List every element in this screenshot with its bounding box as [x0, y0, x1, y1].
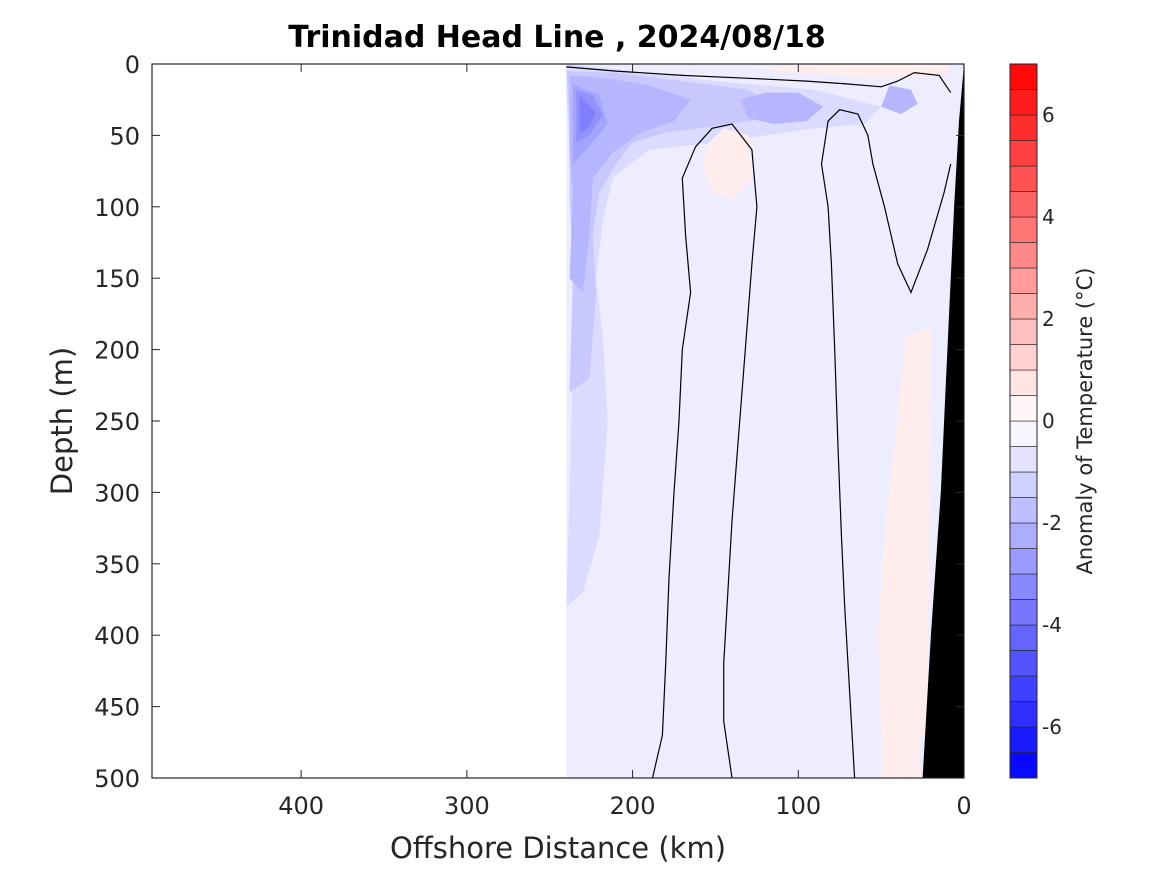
- x-axis-ticks: 400 300 200 100 0: [278, 64, 972, 820]
- y-axis-ticks: 0 50 100 150 200 250 300 350 400 450 500: [94, 51, 964, 793]
- x-axis-label: Offshore Distance (km): [390, 831, 726, 865]
- colorbar-bin: [1009, 599, 1038, 626]
- colorbar-bin: [1009, 114, 1038, 141]
- colorbar-bin: [1009, 548, 1038, 575]
- colorbar-bin: [1009, 675, 1038, 702]
- y-tick-label: 150: [94, 265, 140, 293]
- colorbar-tick-label: 0: [1042, 409, 1055, 433]
- plot-area: [566, 64, 964, 778]
- colorbar-bin: [1009, 165, 1038, 192]
- colorbar-bin: [1009, 395, 1038, 422]
- colorbar-bin: [1009, 216, 1038, 243]
- colorbar-bin: [1009, 344, 1038, 371]
- colorbar-bin: [1009, 471, 1038, 498]
- anomaly-region-11: [877, 328, 931, 736]
- bathymetry: [922, 64, 964, 778]
- colorbar-tick-label: 6: [1042, 103, 1055, 127]
- colorbar-tick-label: 2: [1042, 307, 1055, 331]
- y-tick-label: 200: [94, 337, 140, 365]
- anomaly-region-5: [881, 85, 918, 114]
- x-tick-label: 200: [610, 792, 656, 820]
- colorbar-bin: [1009, 242, 1038, 269]
- zero-contour-2: [820, 109, 952, 778]
- zero-contour-1: [651, 123, 758, 778]
- colorbar-bin: [1009, 191, 1038, 218]
- colorbar-bin: [1009, 140, 1038, 167]
- colorbar-bin: [1009, 752, 1038, 779]
- colorbar-bin: [1009, 726, 1038, 753]
- anomaly-region-9: [702, 128, 752, 200]
- x-tick-label: 400: [278, 792, 324, 820]
- anomaly-region-12: [881, 706, 921, 778]
- colorbar-tick-label: -6: [1042, 715, 1062, 739]
- anomaly-regions: [566, 64, 964, 778]
- colorbar-bin: [1009, 701, 1038, 728]
- zero-contour-0: [566, 66, 952, 93]
- y-axis-label: Depth (m): [45, 347, 79, 495]
- x-tick-label: 0: [956, 792, 971, 820]
- colorbar-tick-label: -4: [1042, 613, 1062, 637]
- colorbar-label: Anomaly of Temperature (°C): [1073, 268, 1097, 575]
- colorbar-bin: [1009, 497, 1038, 524]
- anomaly-region-4: [740, 92, 824, 124]
- y-tick-label: 400: [94, 622, 140, 650]
- colorbar-bin: [1009, 63, 1038, 90]
- y-tick-label: 350: [94, 551, 140, 579]
- anomaly-region-8: [579, 95, 597, 133]
- colorbar-bin: [1009, 573, 1038, 600]
- colorbar-bin: [1009, 293, 1038, 320]
- x-tick-label: 300: [444, 792, 490, 820]
- colorbar-bin: [1009, 522, 1038, 549]
- chart-title: Trinidad Head Line , 2024/08/18: [288, 20, 825, 55]
- colorbar-tick-label: -2: [1042, 511, 1062, 535]
- colorbar-bin: [1009, 446, 1038, 473]
- anomaly-region-0: [566, 64, 964, 778]
- y-tick-label: 300: [94, 479, 140, 507]
- zero-contours: [566, 66, 952, 778]
- colorbar-bin: [1009, 624, 1038, 651]
- colorbar-frame: [1009, 63, 1038, 779]
- y-tick-label: 250: [94, 408, 140, 436]
- y-tick-label: 500: [94, 765, 140, 793]
- y-tick-label: 50: [109, 122, 140, 150]
- colorbar-bin: [1009, 89, 1038, 116]
- colorbar-bin: [1009, 318, 1038, 345]
- bathymetry-fill: [922, 64, 964, 778]
- colorbar-bin: [1009, 420, 1038, 447]
- colorbar-tick-label: 4: [1042, 205, 1055, 229]
- y-tick-label: 100: [94, 194, 140, 222]
- x-tick-label: 100: [775, 792, 821, 820]
- y-tick-label: 0: [125, 51, 140, 79]
- colorbar-bin: [1009, 650, 1038, 677]
- y-tick-label: 450: [94, 694, 140, 722]
- colorbar: -6 -4 -2 0 2 4 6: [1009, 63, 1062, 779]
- colorbar-bin: [1009, 369, 1038, 396]
- colorbar-bin: [1009, 267, 1038, 294]
